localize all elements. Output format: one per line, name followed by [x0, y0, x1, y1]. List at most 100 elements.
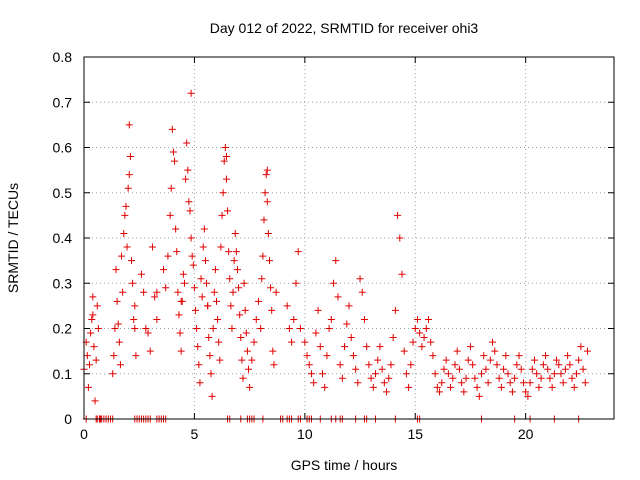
data-point: [173, 248, 181, 256]
data-point: [411, 325, 419, 332]
data-point: [478, 370, 485, 378]
x-axis-label: GPS time / hours: [291, 457, 398, 473]
data-point: [557, 370, 565, 378]
data-point: [204, 302, 212, 310]
data-point: [559, 379, 567, 387]
y-tick-label: 0.5: [53, 185, 73, 201]
data-point: [528, 365, 536, 373]
data-point: [513, 361, 521, 369]
data-point: [473, 383, 481, 391]
data-point: [572, 370, 580, 378]
data-point: [581, 379, 589, 387]
data-point: [230, 257, 238, 265]
data-point: [214, 315, 222, 323]
data-point: [209, 325, 217, 332]
data-point: [416, 329, 424, 337]
data-point: [394, 211, 402, 219]
data-point: [231, 229, 239, 237]
data-point: [217, 243, 225, 251]
data-point: [190, 284, 198, 292]
data-point: [93, 302, 101, 310]
data-point: [211, 266, 219, 274]
data-point: [296, 325, 304, 332]
data-point: [84, 383, 92, 391]
data-point: [257, 325, 265, 332]
data-point: [172, 225, 180, 233]
data-point: [237, 334, 245, 342]
data-point: [205, 334, 213, 342]
data-point: [113, 297, 121, 305]
data-point: [160, 266, 167, 274]
data-point: [83, 352, 91, 360]
data-point: [195, 361, 203, 369]
data-point: [167, 184, 175, 192]
x-tick-label: 10: [297, 426, 313, 442]
data-point: [292, 279, 300, 287]
data-point: [269, 347, 277, 355]
data-point: [316, 343, 324, 351]
y-tick-label: 0.2: [53, 321, 73, 337]
data-point: [124, 184, 132, 192]
data-point: [369, 383, 377, 391]
data-point: [336, 361, 344, 369]
data-point: [203, 279, 211, 287]
data-point: [332, 257, 340, 265]
data-point: [343, 320, 351, 328]
data-point: [288, 338, 296, 346]
data-point: [508, 388, 516, 396]
data-point: [179, 270, 187, 278]
data-point: [131, 325, 139, 332]
data-point: [219, 189, 227, 197]
data-point: [92, 356, 100, 364]
data-point: [229, 288, 237, 296]
data-point: [365, 361, 373, 369]
data-point: [493, 361, 501, 369]
data-point: [345, 302, 353, 310]
data-point: [259, 252, 267, 260]
data-point: [285, 325, 293, 332]
data-point: [356, 275, 364, 283]
data-point: [500, 365, 508, 373]
data-point: [240, 279, 248, 287]
data-point: [391, 306, 399, 314]
data-point: [564, 352, 572, 360]
points-layer: [80, 89, 591, 423]
data-point: [400, 347, 408, 355]
data-point: [363, 343, 371, 351]
data-point: [200, 225, 208, 233]
data-point: [455, 365, 463, 373]
data-point: [94, 325, 102, 332]
data-point: [360, 315, 368, 323]
data-point: [87, 329, 95, 337]
data-point: [568, 374, 576, 382]
data-point: [555, 361, 563, 369]
data-point: [396, 234, 404, 242]
data-point: [243, 347, 251, 355]
data-point: [267, 284, 275, 292]
data-point: [334, 293, 342, 301]
data-point: [151, 293, 159, 301]
data-point: [213, 297, 220, 305]
data-point: [418, 343, 426, 351]
data-point: [111, 325, 119, 332]
data-point: [193, 325, 201, 332]
data-point: [413, 315, 421, 323]
data-point: [137, 270, 145, 278]
data-point: [511, 374, 519, 382]
data-point: [91, 397, 99, 405]
data-point: [261, 189, 269, 197]
data-point: [431, 370, 439, 378]
data-point: [86, 361, 94, 369]
data-point: [222, 175, 230, 183]
data-point: [517, 365, 525, 373]
data-point: [242, 329, 250, 337]
data-point: [349, 352, 357, 360]
data-point: [451, 361, 459, 369]
data-point: [131, 302, 139, 310]
data-point: [118, 252, 126, 260]
data-point: [312, 329, 320, 337]
data-point: [153, 288, 161, 296]
data-point: [250, 338, 258, 346]
data-point: [376, 343, 384, 351]
